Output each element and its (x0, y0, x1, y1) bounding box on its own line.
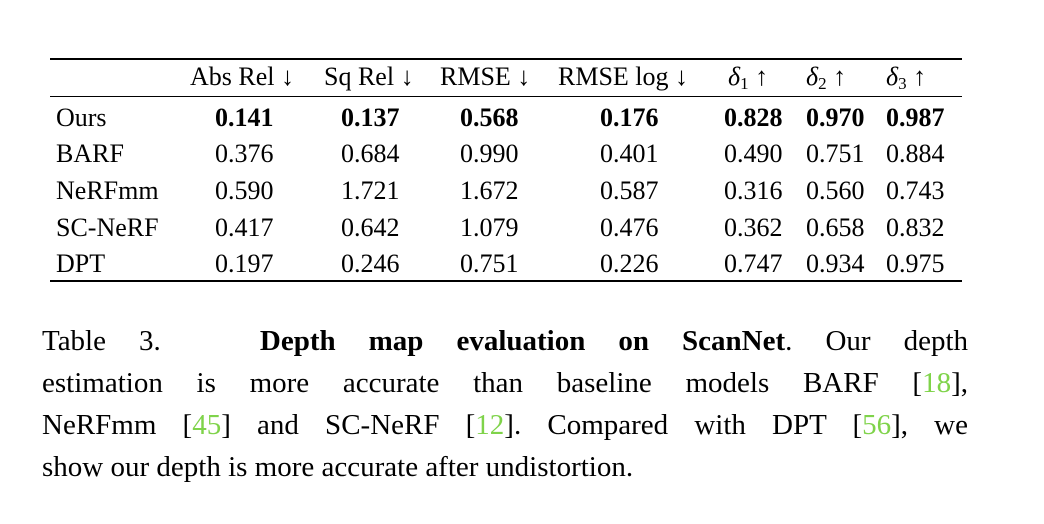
table-top-rule (50, 58, 962, 60)
metric-value: 0.828 (724, 103, 783, 132)
metric-value: 0.990 (460, 139, 519, 168)
metric-value: 0.137 (341, 103, 400, 132)
metric-value: 0.401 (600, 139, 659, 168)
caption-text: ] and SC-NeRF [ (221, 409, 476, 441)
metric-value: 0.316 (724, 176, 783, 205)
table-header-row: Abs Rel ↓ Sq Rel ↓ RMSE ↓ RMSE log ↓ δ1 … (50, 59, 962, 95)
metric-value: 0.751 (460, 249, 519, 278)
metric-value: 0.747 (724, 249, 783, 278)
table-header-rule (50, 96, 962, 97)
method-name: Ours (56, 103, 107, 132)
caption-line-4: show our depth is more accurate after un… (42, 451, 634, 483)
caption-text: ]. Compared with DPT [ (504, 409, 863, 441)
header-delta2: δ2 ↑ (806, 62, 847, 93)
metric-value: 0.476 (600, 213, 659, 242)
header-sq-rel: Sq Rel ↓ (324, 62, 414, 91)
metric-value: 0.987 (886, 103, 945, 132)
header-abs-rel: Abs Rel ↓ (190, 62, 294, 91)
metric-value: 0.417 (215, 213, 274, 242)
metric-value: 1.079 (460, 213, 519, 242)
metric-value: 0.751 (806, 139, 865, 168)
metric-value: 1.721 (341, 176, 400, 205)
metric-value: 0.376 (215, 139, 274, 168)
metric-value: 0.141 (215, 103, 274, 132)
caption-text: NeRFmm [ (42, 409, 193, 441)
metric-value: 0.658 (806, 213, 865, 242)
metric-value: 0.975 (886, 249, 945, 278)
metric-value: 0.568 (460, 103, 519, 132)
citation-link[interactable]: 12 (475, 409, 505, 441)
header-delta1: δ1 ↑ (728, 62, 769, 93)
caption-line-1: Table 3. Depth map evaluation on ScanNet… (42, 320, 968, 362)
metric-value: 0.226 (600, 249, 659, 278)
table-caption: Table 3. Depth map evaluation on ScanNet… (42, 320, 968, 488)
metric-value: 0.560 (806, 176, 865, 205)
caption-line-3: NeRFmm [45] and SC-NeRF [12]. Compared w… (42, 404, 968, 446)
metric-value: 1.672 (460, 176, 519, 205)
metric-value: 0.884 (886, 139, 945, 168)
caption-text: ], we (891, 409, 968, 441)
metric-value: 0.246 (341, 249, 400, 278)
citation-link[interactable]: 45 (192, 409, 222, 441)
metric-value: 0.490 (724, 139, 783, 168)
metric-value: 0.197 (215, 249, 274, 278)
metric-value: 0.587 (600, 176, 659, 205)
method-name: NeRFmm (56, 176, 159, 205)
caption-text: ], (951, 367, 968, 399)
metric-value: 0.590 (215, 176, 274, 205)
header-delta3: δ3 ↑ (886, 62, 927, 93)
caption-text: estimation is more accurate than baselin… (42, 367, 923, 399)
table-row: DPT 0.197 0.246 0.751 0.226 0.747 0.934 0.975 (50, 246, 962, 282)
table-row: NeRFmm 0.590 1.721 1.672 0.587 0.316 0.560 0.74… (50, 173, 962, 209)
citation-link[interactable]: 18 (922, 367, 952, 399)
metric-value: 0.642 (341, 213, 400, 242)
method-name: BARF (56, 139, 124, 168)
table-bottom-rule (50, 280, 962, 282)
table-row: Ours 0.141 0.137 0.568 0.176 0.828 0.970 0.987 (50, 100, 962, 136)
metric-value: 0.176 (600, 103, 659, 132)
caption-label: Table 3. (42, 325, 161, 357)
caption-title: Depth map evaluation on ScanNet (259, 325, 786, 357)
metric-value: 0.970 (806, 103, 865, 132)
metric-value: 0.743 (886, 176, 945, 205)
metric-value: 0.934 (806, 249, 865, 278)
header-rmse-log: RMSE log ↓ (558, 62, 689, 91)
table-row: SC-NeRF 0.417 0.642 1.079 0.476 0.362 0.658 0.8… (50, 210, 962, 246)
table-row: BARF 0.376 0.684 0.990 0.401 0.490 0.751 0.884 (50, 136, 962, 172)
metric-value: 0.684 (341, 139, 400, 168)
citation-link[interactable]: 56 (862, 409, 892, 441)
caption-line1-tail: . Our depth (785, 325, 968, 357)
header-rmse: RMSE ↓ (440, 62, 531, 91)
method-name: DPT (56, 249, 106, 278)
metric-value: 0.832 (886, 213, 945, 242)
metric-value: 0.362 (724, 213, 783, 242)
caption-line-2: estimation is more accurate than baselin… (42, 362, 968, 404)
method-name: SC-NeRF (56, 213, 159, 242)
